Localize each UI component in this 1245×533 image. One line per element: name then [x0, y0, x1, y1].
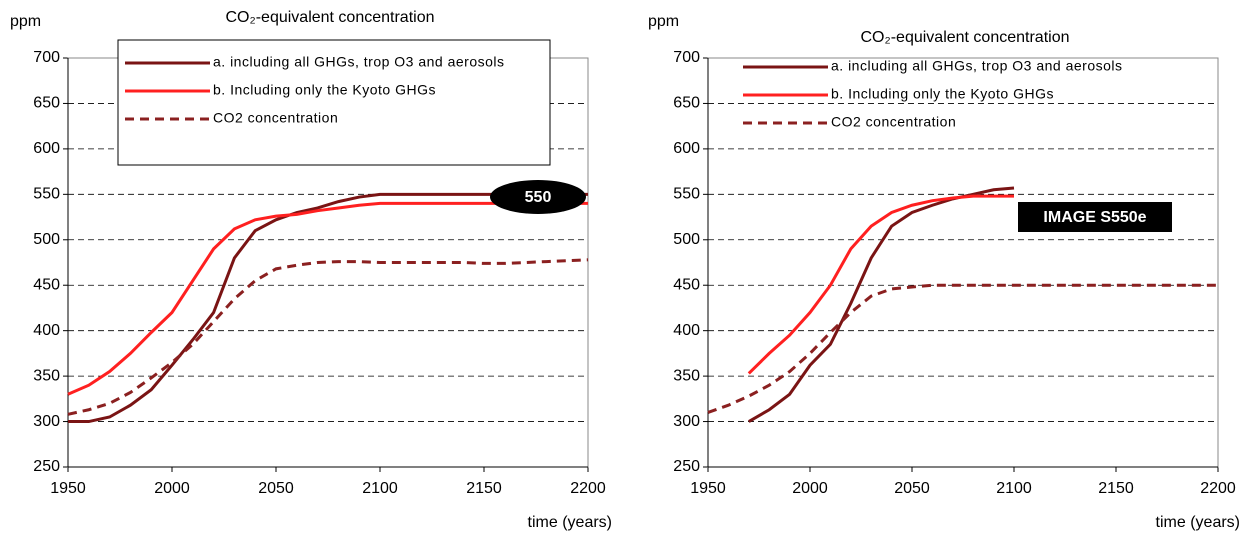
- y-tick-label: 600: [33, 140, 60, 157]
- y-tick-label: 400: [673, 322, 700, 339]
- y-tick-label: 300: [33, 413, 60, 430]
- chart-title: CO₂-equivalent concentration: [861, 29, 1070, 46]
- y-tick-label: 450: [33, 276, 60, 293]
- y-axis-label: ppm: [648, 13, 679, 30]
- y-tick-label: 500: [673, 231, 700, 248]
- y-tick-label: 350: [33, 367, 60, 384]
- annotation-badge: [490, 180, 586, 214]
- series-line: [67, 258, 589, 416]
- x-axis-label: time (years): [528, 514, 612, 531]
- annotation-badge: [1018, 202, 1172, 232]
- x-tick-label: 2200: [1200, 480, 1236, 497]
- plot-frame: [707, 57, 1219, 468]
- annotation: 550: [525, 189, 552, 206]
- x-tick-label: 2150: [466, 480, 502, 497]
- x-tick-label: 2050: [258, 480, 294, 497]
- legend-label: a. including all GHGs, trop O3 and aeros…: [831, 58, 1123, 74]
- legend-label: a. including all GHGs, trop O3 and aeros…: [213, 54, 505, 70]
- series-line: [67, 201, 588, 396]
- x-tick-label: 1950: [50, 480, 86, 497]
- series-line: [748, 186, 1015, 423]
- x-tick-label: 2150: [1098, 480, 1134, 497]
- y-tick-label: 700: [673, 49, 700, 66]
- y-axis-label: ppm: [10, 13, 41, 30]
- legend-label: CO2 concentration: [831, 114, 956, 130]
- legend-label: CO2 concentration: [213, 110, 338, 126]
- y-tick-label: 250: [33, 458, 60, 475]
- x-tick-label: 2000: [154, 480, 190, 497]
- series-line: [707, 283, 1218, 414]
- x-tick-label: 2050: [894, 480, 930, 497]
- chart: CO₂-equivalent concentration ppm time (yea…: [648, 13, 1240, 531]
- y-tick-label: 250: [673, 458, 700, 475]
- y-tick-label: 600: [673, 140, 700, 157]
- x-tick-label: 2100: [996, 480, 1032, 497]
- legend-label: b. Including only the Kyoto GHGs: [213, 82, 436, 98]
- legend-label: b. Including only the Kyoto GHGs: [831, 86, 1054, 102]
- series-line: [747, 194, 1014, 375]
- y-tick-label: 550: [673, 186, 700, 203]
- y-tick-label: 550: [33, 186, 60, 203]
- y-tick-label: 700: [33, 49, 60, 66]
- y-tick-label: 500: [33, 231, 60, 248]
- y-tick-label: 450: [673, 276, 700, 293]
- x-axis-label: time (years): [1156, 514, 1240, 531]
- x-tick-label: 1950: [690, 480, 726, 497]
- x-tick-label: 2200: [570, 480, 606, 497]
- x-tick-label: 2000: [792, 480, 828, 497]
- y-tick-label: 300: [673, 413, 700, 430]
- chart: CO₂-equivalent concentration ppm time (yea…: [10, 9, 612, 531]
- x-tick-label: 2100: [362, 480, 398, 497]
- series-line: [68, 192, 588, 424]
- chart-title: CO₂-equivalent concentration: [226, 9, 435, 26]
- y-tick-label: 650: [33, 95, 60, 112]
- legend-box: [117, 39, 551, 166]
- annotation: IMAGE S550e: [1043, 209, 1146, 226]
- y-tick-label: 350: [673, 367, 700, 384]
- y-tick-label: 400: [33, 322, 60, 339]
- y-tick-label: 650: [673, 95, 700, 112]
